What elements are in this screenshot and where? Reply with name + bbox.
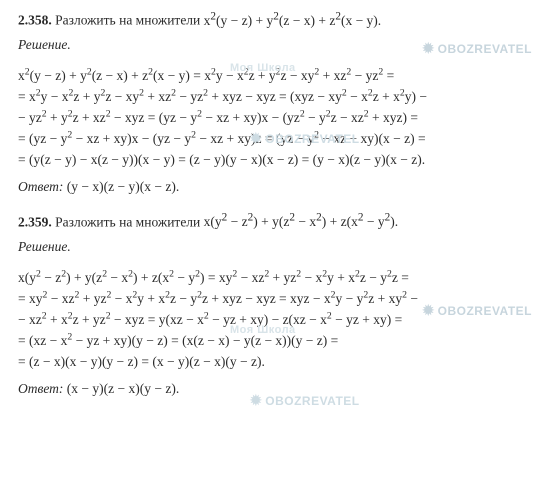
problem-block: 2.358. Разложить на множители x2(y − z) … xyxy=(18,8,536,31)
solution-step: = (z − x)(x − y)(y − z) = (x − y)(z − x)… xyxy=(18,352,536,373)
problem-number: 2.359. xyxy=(18,214,52,229)
solution-step: − xz2 + x2z + yz2 − xyz = y(xz − x2 − yz… xyxy=(18,310,536,331)
solution-label: Решение. xyxy=(18,35,536,56)
solution-step: x(y2 − z2) + y(z2 − x2) + z(x2 − y2) = x… xyxy=(18,268,536,289)
problem-number: 2.358. xyxy=(18,13,52,28)
problem-title-expr: x(y2 − z2) + y(z2 − x2) + z(x2 − y2). xyxy=(204,214,398,229)
solution-label: Решение. xyxy=(18,237,536,258)
problem-title-text: Разложить на множители xyxy=(55,214,200,229)
answer-expr: (x − y)(z − x)(y − z). xyxy=(67,381,179,396)
answer-label: Ответ: xyxy=(18,179,63,194)
problem-title-expr: x2(y − z) + y2(z − x) + z2(x − y). xyxy=(204,13,382,28)
solution-step: x2(y − z) + y2(z − x) + z2(x − y) = x2y … xyxy=(18,66,536,87)
solution-step: = x2y − x2z + y2z − xy2 + xz2 − yz2 + xy… xyxy=(18,87,536,108)
solution-step: = (yz − y2 − xz + xy)x − (yz − y2 − xz +… xyxy=(18,129,536,150)
answer-line: Ответ: (y − x)(z − y)(x − z). xyxy=(18,177,536,198)
answer-label: Ответ: xyxy=(18,381,63,396)
answer-expr: (y − x)(z − y)(x − z). xyxy=(67,179,179,194)
problem-block: 2.359. Разложить на множители x(y2 − z2)… xyxy=(18,210,536,233)
solution-step: − yz2 + y2z + xz2 − xyz = (yz − y2 − xz … xyxy=(18,108,536,129)
answer-line: Ответ: (x − y)(z − x)(y − z). xyxy=(18,379,536,400)
problem-title-text: Разложить на множители xyxy=(55,13,200,28)
solution-step: = (y(z − y) − x(z − y))(x − y) = (z − y)… xyxy=(18,150,536,171)
solution-step: = xy2 − xz2 + yz2 − x2y + x2z − y2z + xy… xyxy=(18,289,536,310)
solution-step: = (xz − x2 − yz + xy)(y − z) = (x(z − x)… xyxy=(18,331,536,352)
